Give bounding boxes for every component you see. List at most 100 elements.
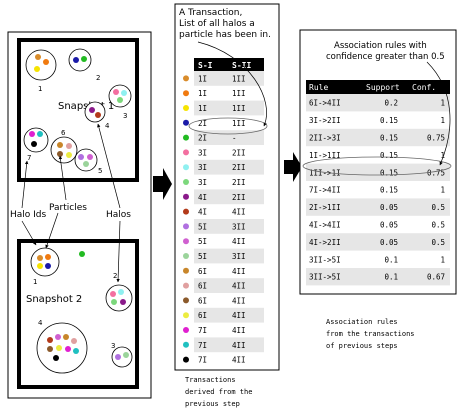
transaction-row: 5I 3II <box>183 219 264 234</box>
rule-conf-cell: 0.5 <box>431 221 445 230</box>
particle-dot <box>183 75 189 82</box>
transaction-s1-cell: 2I <box>198 134 207 143</box>
transaction-row: 1I 1II <box>183 100 264 116</box>
transaction-s1-cell: 5I <box>198 237 207 246</box>
transaction-s2-cell: 1II <box>232 89 246 98</box>
rule-support-cell: 0.15 <box>380 168 398 177</box>
transactions-header-bg <box>194 58 264 71</box>
transaction-s2-cell: 2II <box>232 163 246 172</box>
halo-s1-6-id: 6 <box>61 129 66 137</box>
particle-dot <box>183 253 189 259</box>
transaction-caption-line-3: particle has been in. <box>179 30 271 40</box>
transaction-s1-cell: 5I <box>198 252 207 261</box>
particle-dot <box>183 134 189 141</box>
transaction-s2-cell: 1II <box>232 74 246 83</box>
rules-caption-line-1: Association rules with <box>334 41 427 51</box>
rule-support-cell: 0.15 <box>380 116 398 125</box>
transaction-s1-cell: 7I <box>198 326 207 335</box>
transaction-row: 3I 2II <box>183 178 246 187</box>
transaction-s2-cell: 4II <box>232 282 246 291</box>
transaction-row: 2I - <box>183 130 264 145</box>
particle-dot <box>183 179 189 185</box>
transactions-footer-line-2: derived from the <box>185 388 252 396</box>
rules-caption-line-2: confidence greater than 0.5 <box>326 52 445 62</box>
flow-arrow-1 <box>153 168 172 200</box>
transaction-s2-cell: 4II <box>232 311 246 320</box>
transaction-s2-cell: 1II <box>232 104 246 113</box>
transactions-footer-line-3: previous step <box>185 400 240 408</box>
rules-footer-line-2: from the transactions <box>326 330 415 338</box>
rule-support-cell: 0.1 <box>384 255 398 264</box>
rule-support-cell: 0.15 <box>380 186 398 195</box>
transactions-header-s2: S-II <box>232 61 251 70</box>
transaction-s2-cell: 3II <box>232 252 246 261</box>
transaction-s2-cell: - <box>232 134 237 143</box>
transaction-row: 1I 1II <box>183 71 264 86</box>
transaction-s2-cell: 4II <box>232 326 246 335</box>
rule-row: 4I->4II 0.05 0.5 <box>309 221 445 230</box>
halo-s1-6 <box>50 136 78 164</box>
particle-dot <box>183 149 189 156</box>
transactions-panel: A Transaction, List of all halos a parti… <box>174 3 280 408</box>
particle-dot <box>183 327 189 333</box>
snapshots-panel: Snapshot 1 1 2 3 4 <box>7 31 152 399</box>
rule-cell: 2I->1II <box>309 203 341 212</box>
stray-particle <box>79 251 85 257</box>
particle-dot <box>183 238 189 245</box>
transaction-highlight <box>188 117 268 135</box>
halos-label: Halos <box>106 210 131 220</box>
transaction-row: 3I 2II <box>183 148 246 157</box>
halo-s2-3 <box>111 346 133 368</box>
transaction-s1-cell: 6I <box>198 267 207 276</box>
rule-cell: 1I->1II <box>309 151 341 160</box>
rule-cell: 1II->1I <box>309 168 341 177</box>
rule-cell: 6I->4II <box>309 99 341 108</box>
rule-cell: 3I->2II <box>309 116 341 125</box>
transaction-row: 6I 4II <box>183 296 246 305</box>
transaction-row: 6I 4II <box>183 278 264 293</box>
rule-row: 3II->5I 0.1 0.67 <box>306 268 450 286</box>
rule-support-cell: 0.1 <box>384 273 398 282</box>
rule-cell: 4I->4II <box>309 221 341 230</box>
halo-s2-1 <box>30 247 60 277</box>
halo-s2-3-id: 3 <box>111 342 115 350</box>
transaction-row: 7I 4II <box>183 356 246 365</box>
transaction-s1-cell: 3I <box>198 178 207 187</box>
snapshot1-box <box>17 38 139 182</box>
halo-s1-7 <box>23 127 49 153</box>
transaction-s1-cell: 6I <box>198 296 207 305</box>
transaction-s1-cell: 3I <box>198 148 207 157</box>
rule-cell: 2II->3I <box>309 134 341 143</box>
transaction-s1-cell: 6I <box>198 282 207 291</box>
particle-dot <box>183 119 189 126</box>
rule-row: 2I->1II 0.05 0.5 <box>306 198 450 216</box>
transaction-caption-arrow <box>197 41 267 127</box>
halo-s1-5 <box>74 148 98 172</box>
rule-conf-cell: 1 <box>440 99 445 108</box>
transaction-row: 3I 2II <box>183 159 264 175</box>
particle-dot <box>183 267 189 274</box>
halo-s1-1 <box>25 49 57 81</box>
rule-conf-cell: 0.5 <box>431 238 445 247</box>
snapshot1-label: Snapshot 1 <box>58 101 114 112</box>
halo-s2-1-id: 1 <box>33 278 37 286</box>
transaction-row: 4I 2II <box>183 189 264 205</box>
rule-support-cell: 0.05 <box>380 221 398 230</box>
transaction-s2-cell: 3II <box>232 222 246 231</box>
transaction-s1-cell: 1I <box>198 89 207 98</box>
halo-s1-7-id: 7 <box>27 154 31 162</box>
particle-dot <box>183 356 189 363</box>
snapshot2-box <box>17 239 139 389</box>
particle-dot <box>183 193 189 200</box>
transaction-row: 4I 4II <box>183 208 246 217</box>
rule-row: 3II->5I 0.1 1 <box>309 255 445 264</box>
transaction-s1-cell: 6I <box>198 311 207 320</box>
halo-s1-2 <box>68 48 92 72</box>
transaction-row: 6I 4II <box>183 307 264 323</box>
rules-panel: Association rules with confidence greate… <box>299 29 457 350</box>
transaction-caption-line-1: A Transaction, <box>179 8 242 18</box>
transaction-s2-cell: 2II <box>232 148 246 157</box>
transaction-s2-cell: 4II <box>232 237 246 246</box>
